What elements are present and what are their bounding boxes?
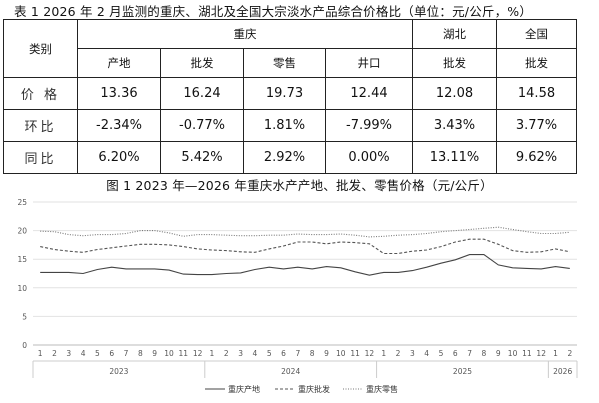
sub-header: 井口 [325,48,413,78]
x-tick-label: 4 [253,349,258,358]
table-cell: 19.73 [243,77,326,110]
figure-caption: 图 1 2023 年—2026 年重庆水产产地、批发、零售价格（元/公斤） [106,178,493,193]
table-cell: 1.81% [243,109,326,142]
year-label: 2026 [553,367,572,376]
table-cell: 3.43% [412,109,497,142]
legend-label: 重庆批发 [298,384,330,394]
x-tick-label: 5 [439,349,444,358]
series-line-2 [40,226,570,238]
x-tick-label: 12 [365,349,375,358]
category-header: 类别 [3,19,78,78]
sub-header: 产地 [77,48,161,78]
year-label: 2025 [453,367,472,376]
y-tick-label: 20 [17,227,27,236]
x-tick-label: 1 [553,349,558,358]
x-tick-label: 10 [164,349,174,358]
x-tick-label: 5 [267,349,272,358]
x-tick-label: 6 [281,349,286,358]
x-tick-label: 8 [310,349,315,358]
table-cell: -7.99% [325,109,413,142]
x-tick-label: 5 [95,349,100,358]
table-cell: 3.77% [496,109,577,142]
legend-label: 重庆零售 [366,384,398,394]
y-tick-label: 0 [22,341,27,350]
x-tick-label: 8 [138,349,143,358]
table-cell: 14.58 [496,77,577,110]
series-line-0 [40,254,570,276]
x-tick-label: 4 [424,349,429,358]
x-tick-label: 4 [81,349,86,358]
x-tick-label: 10 [336,349,346,358]
table-cell: 12.44 [325,77,413,110]
year-label: 2024 [281,367,300,376]
table-row: 价 格 13.36 16.24 19.73 12.44 12.08 14.58 [3,77,577,110]
group-header-chongqing: 重庆 [77,19,413,49]
sub-header: 批发 [160,48,244,78]
sub-header: 批发 [412,48,497,78]
table-cell: 16.24 [160,77,244,110]
sub-header: 批发 [496,48,577,78]
row-label: 环比 [3,109,78,142]
group-header-hubei: 湖北 [412,19,497,49]
table-cell: 9.62% [496,141,577,174]
x-tick-label: 10 [508,349,518,358]
table-cell: 13.11% [412,141,497,174]
x-tick-label: 3 [238,349,243,358]
y-tick-label: 10 [17,284,27,293]
table-cell: 6.20% [77,141,161,174]
x-tick-label: 2 [567,349,572,358]
x-tick-label: 2 [224,349,229,358]
y-tick-label: 25 [17,198,27,207]
table-cell: -2.34% [77,109,161,142]
x-tick-label: 8 [482,349,487,358]
table-row: 环比 -2.34% -0.77% 1.81% -7.99% 3.43% 3.77… [3,109,577,142]
table-cell: 0.00% [325,141,413,174]
x-tick-label: 7 [467,349,472,358]
x-tick-label: 9 [496,349,501,358]
x-tick-label: 1 [38,349,43,358]
table-cell: 5.42% [160,141,244,174]
x-tick-label: 6 [453,349,458,358]
x-tick-label: 1 [381,349,386,358]
x-tick-label: 7 [124,349,129,358]
table-cell: 2.92% [243,141,326,174]
x-tick-label: 11 [350,349,360,358]
x-tick-label: 7 [295,349,300,358]
x-tick-label: 11 [522,349,532,358]
table-cell: -0.77% [160,109,244,142]
x-tick-label: 12 [193,349,203,358]
legend-label: 重庆产地 [228,384,260,394]
row-label: 同比 [3,141,78,174]
table-caption: 表 1 2026 年 2 月监测的重庆、湖北及全国大宗淡水产品综合价格比（单位：… [14,4,533,19]
x-tick-label: 9 [324,349,329,358]
x-tick-label: 2 [52,349,57,358]
series-line-1 [40,238,570,255]
table-cell: 12.08 [412,77,497,110]
x-tick-label: 1 [210,349,215,358]
x-tick-label: 3 [410,349,415,358]
y-tick-label: 15 [17,255,27,264]
x-tick-label: 2 [396,349,401,358]
table-cell: 13.36 [77,77,161,110]
x-tick-label: 9 [152,349,157,358]
sub-header: 零售 [243,48,326,78]
row-label: 价 格 [3,77,78,110]
x-tick-label: 12 [536,349,546,358]
group-header-national: 全国 [496,19,577,49]
price-comparison-table: 类别 重庆 湖北 全国 产地 批发 零售 井口 批发 批发 价 格 13.36 … [3,19,577,174]
table-row: 同比 6.20% 5.42% 2.92% 0.00% 13.11% 9.62% [3,141,577,174]
year-label: 2023 [109,367,128,376]
y-tick-label: 5 [22,312,27,321]
x-tick-label: 3 [66,349,71,358]
x-tick-label: 6 [109,349,114,358]
x-tick-label: 11 [179,349,189,358]
